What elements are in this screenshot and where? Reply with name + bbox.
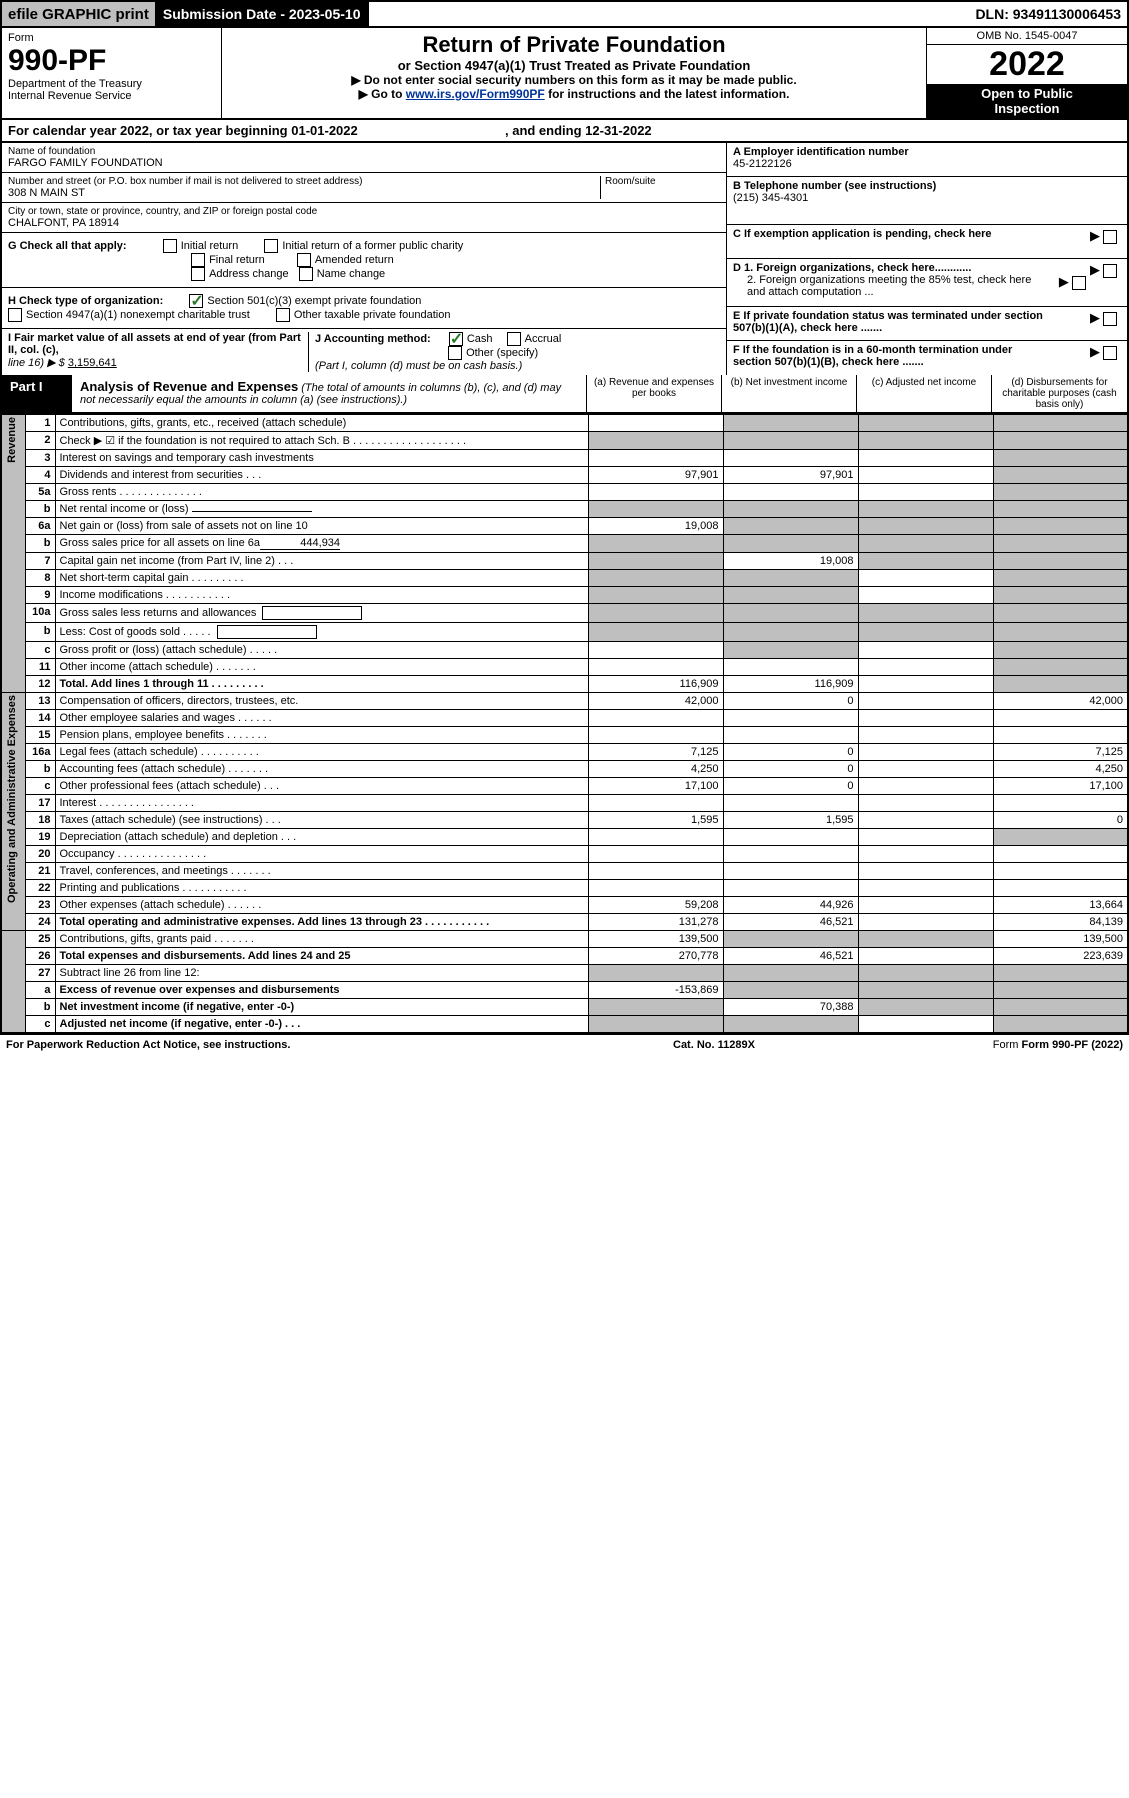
checkbox-e[interactable] bbox=[1103, 312, 1117, 326]
section-i-j: I Fair market value of all assets at end… bbox=[2, 329, 726, 375]
checkbox-initial-former[interactable] bbox=[264, 239, 278, 253]
dln: DLN: 93491130006453 bbox=[969, 2, 1127, 26]
section-e: E If private foundation status was termi… bbox=[727, 307, 1127, 341]
section-c: C If exemption application is pending, c… bbox=[727, 225, 1127, 259]
checkbox-cash[interactable] bbox=[449, 332, 463, 346]
col-b-header: (b) Net investment income bbox=[722, 375, 857, 412]
section-g: G Check all that apply: Initial return I… bbox=[2, 233, 726, 288]
col-c-header: (c) Adjusted net income bbox=[857, 375, 992, 412]
note-ssn: ▶ Do not enter social security numbers o… bbox=[230, 73, 918, 87]
section-h: H Check type of organization: Section 50… bbox=[2, 288, 726, 329]
page-footer: For Paperwork Reduction Act Notice, see … bbox=[0, 1033, 1129, 1055]
col-a-header: (a) Revenue and expenses per books bbox=[587, 375, 722, 412]
submission-date: Submission Date - 2023-05-10 bbox=[157, 2, 369, 26]
part-1-header: Part I Analysis of Revenue and Expenses … bbox=[0, 375, 1129, 414]
checkbox-4947a1[interactable] bbox=[8, 308, 22, 322]
irs: Internal Revenue Service bbox=[8, 90, 215, 102]
irs-link[interactable]: www.irs.gov/Form990PF bbox=[406, 87, 545, 101]
form-number: 990-PF bbox=[8, 44, 215, 78]
foundation-name-box: Name of foundation FARGO FAMILY FOUNDATI… bbox=[2, 143, 726, 173]
checkbox-other-method[interactable] bbox=[448, 346, 462, 360]
address-box: Number and street (or P.O. box number if… bbox=[2, 173, 726, 203]
form-subtitle: or Section 4947(a)(1) Trust Treated as P… bbox=[230, 58, 918, 73]
col-d-header: (d) Disbursements for charitable purpose… bbox=[992, 375, 1127, 412]
note-goto: ▶ Go to www.irs.gov/Form990PF for instru… bbox=[230, 87, 918, 101]
checkbox-accrual[interactable] bbox=[507, 332, 521, 346]
section-d: D 1. Foreign organizations, check here..… bbox=[727, 259, 1127, 307]
section-f: F If the foundation is in a 60-month ter… bbox=[727, 341, 1127, 375]
checkbox-amended-return[interactable] bbox=[297, 253, 311, 267]
checkbox-address-change[interactable] bbox=[191, 267, 205, 281]
tax-year: 2022 bbox=[927, 45, 1127, 84]
checkbox-c[interactable] bbox=[1103, 230, 1117, 244]
form-word: Form bbox=[8, 32, 215, 44]
section-b: B Telephone number (see instructions) (2… bbox=[727, 177, 1127, 225]
checkbox-d1[interactable] bbox=[1103, 264, 1117, 278]
top-bar: efile GRAPHIC print Submission Date - 20… bbox=[0, 0, 1129, 28]
checkbox-final-return[interactable] bbox=[191, 253, 205, 267]
calendar-year-line: For calendar year 2022, or tax year begi… bbox=[0, 120, 1129, 143]
form-title: Return of Private Foundation bbox=[230, 32, 918, 58]
revenue-side-label: Revenue bbox=[6, 417, 18, 463]
dept: Department of the Treasury bbox=[8, 78, 215, 90]
checkbox-initial-return[interactable] bbox=[163, 239, 177, 253]
section-a: A Employer identification number 45-2122… bbox=[727, 143, 1127, 177]
efile-print-button[interactable]: efile GRAPHIC print bbox=[2, 2, 157, 26]
expenses-side-label: Operating and Administrative Expenses bbox=[6, 695, 18, 903]
form-header: Form 990-PF Department of the Treasury I… bbox=[0, 28, 1129, 120]
checkbox-name-change[interactable] bbox=[299, 267, 313, 281]
checkbox-d2[interactable] bbox=[1072, 276, 1086, 290]
omb-number: OMB No. 1545-0047 bbox=[927, 28, 1127, 45]
part-1-table: Revenue 1Contributions, gifts, grants, e… bbox=[0, 414, 1129, 1033]
city-box: City or town, state or province, country… bbox=[2, 203, 726, 233]
checkbox-f[interactable] bbox=[1103, 346, 1117, 360]
checkbox-501c3[interactable] bbox=[189, 294, 203, 308]
checkbox-other-taxable[interactable] bbox=[276, 308, 290, 322]
open-to-public: Open to PublicInspection bbox=[927, 84, 1127, 118]
